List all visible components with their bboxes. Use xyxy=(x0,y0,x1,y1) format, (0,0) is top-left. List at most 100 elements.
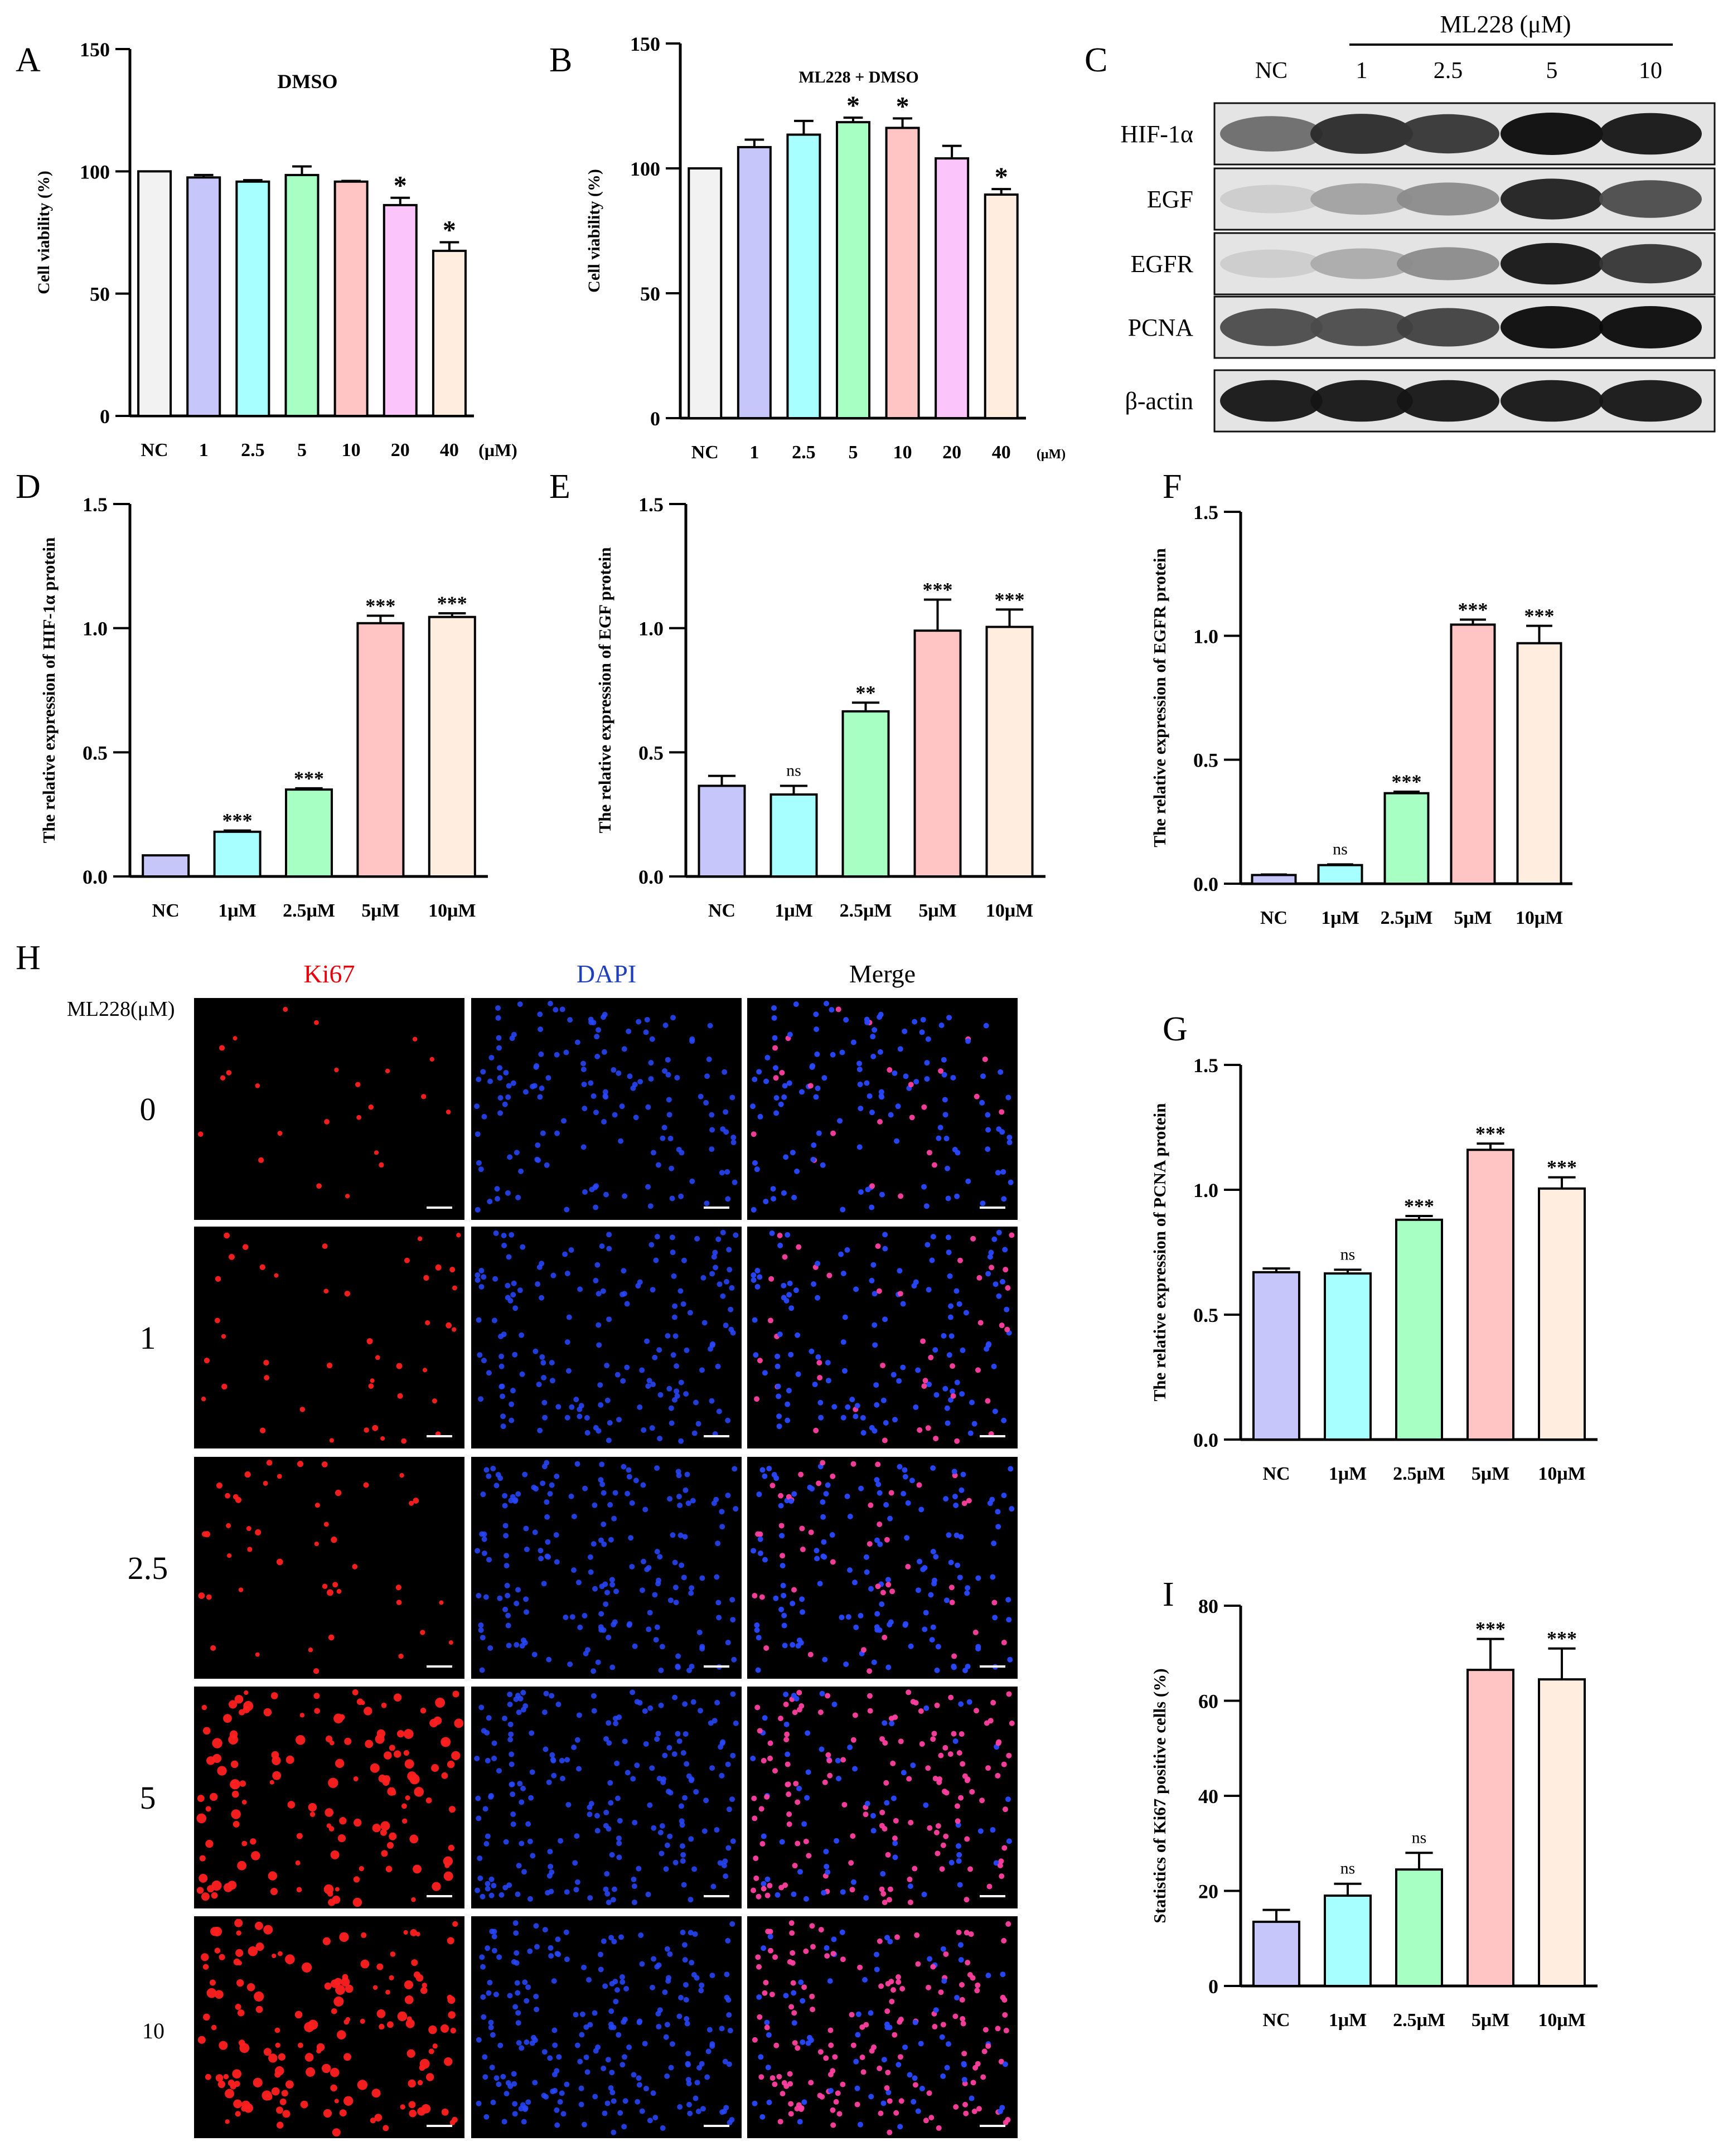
if-cell xyxy=(487,1078,493,1084)
if-cell xyxy=(481,1531,487,1537)
if-cell xyxy=(935,1850,941,1857)
if-cell xyxy=(664,1842,670,1848)
if-cell xyxy=(355,1082,361,1087)
if-cell xyxy=(1005,2117,1011,2123)
if-cell xyxy=(711,1718,718,1724)
if-cell xyxy=(729,1285,735,1291)
if-cell xyxy=(887,1939,893,1945)
if-cell xyxy=(205,2073,211,2080)
if-cell xyxy=(673,1600,679,1606)
if-cell xyxy=(800,1546,806,1552)
if-cell xyxy=(694,1236,700,1242)
if-cell xyxy=(578,2101,584,2107)
if-cell xyxy=(583,2055,589,2061)
x-tick-label: 10μM xyxy=(1538,1464,1585,1484)
if-cell xyxy=(950,1074,956,1081)
if-cell xyxy=(433,1716,442,1725)
if-cell xyxy=(219,1954,225,1960)
if-cell xyxy=(490,2099,496,2105)
if-cell xyxy=(584,1414,590,1421)
if-cell xyxy=(644,1338,650,1344)
if-cell xyxy=(936,1135,942,1141)
if-cell xyxy=(985,1765,991,1771)
if-cell xyxy=(639,1587,645,1593)
if-cell xyxy=(490,1466,496,1472)
if-cell xyxy=(503,1070,509,1076)
if-cell xyxy=(372,1425,379,1431)
if-cell xyxy=(781,1622,787,1629)
if-cell xyxy=(874,1611,880,1617)
if-cell xyxy=(725,1196,731,1202)
if-cell xyxy=(480,1994,486,2000)
x-tick-label: NC xyxy=(1262,2010,1290,2031)
if-cell xyxy=(404,1257,410,1263)
if-cell xyxy=(786,1080,792,1086)
if-cell xyxy=(854,1403,860,1409)
if-cell xyxy=(647,1203,654,1209)
bar xyxy=(1252,1271,1300,1441)
if-cell xyxy=(573,1397,579,1403)
if-cell xyxy=(703,1798,709,1804)
y-axis-label: Cell viability (%) xyxy=(35,171,53,294)
if-cell xyxy=(631,1883,637,1889)
y-axis-label: Cell viability (%) xyxy=(585,169,603,293)
if-cell xyxy=(642,1506,648,1513)
if-cell xyxy=(679,1562,685,1568)
if-cell xyxy=(527,1838,533,1844)
if-cell xyxy=(674,1388,680,1394)
if-cell xyxy=(814,1548,820,1554)
if-cell xyxy=(304,2053,314,2062)
if-cell xyxy=(529,1769,535,1775)
if-cell xyxy=(565,1368,572,1374)
if-cell xyxy=(223,1883,233,1892)
if-cell xyxy=(645,1891,651,1897)
if-cell xyxy=(371,2089,381,2098)
if-cell xyxy=(874,1966,880,1973)
if-cell xyxy=(854,2085,860,2091)
if-cell xyxy=(611,1939,617,1945)
if-cell xyxy=(979,1798,985,1804)
if-cell xyxy=(896,1378,902,1384)
if-cell xyxy=(483,1467,490,1473)
if-cell xyxy=(630,1689,636,1695)
if-cell xyxy=(653,1637,659,1643)
if-cell xyxy=(688,1897,694,1903)
if-cell xyxy=(589,1186,595,1193)
if-cell xyxy=(678,1803,684,1809)
x-tick-label: NC xyxy=(691,442,719,463)
if-cell xyxy=(845,1404,851,1410)
if-cell xyxy=(719,1509,725,1515)
if-cell xyxy=(952,1738,959,1745)
if-cell xyxy=(487,1645,493,1651)
if-cell xyxy=(907,2072,913,2078)
if-cell xyxy=(900,1301,906,1307)
if-cell xyxy=(446,1322,452,1329)
if-cell xyxy=(255,2005,263,2013)
if-cell xyxy=(404,1995,414,2004)
if-cell xyxy=(820,1460,826,1466)
if-cell xyxy=(488,1892,495,1898)
if-cell xyxy=(425,1320,430,1326)
if-cell xyxy=(603,1094,609,1100)
if-cell xyxy=(946,1352,952,1358)
if-cell xyxy=(754,1704,761,1711)
if-cell xyxy=(981,2048,988,2055)
significance-label: *** xyxy=(1524,605,1555,627)
panel-letter-F: F xyxy=(1163,468,1182,506)
if-cell xyxy=(618,1138,624,1144)
if-cell xyxy=(452,2116,458,2123)
if-cell xyxy=(441,2108,449,2116)
if-cell xyxy=(822,1779,828,1785)
if-cell xyxy=(772,1035,778,1041)
if-cell xyxy=(478,1283,485,1290)
if-cell xyxy=(722,1858,728,1864)
if-cell xyxy=(285,2080,294,2089)
wb-band xyxy=(1599,306,1702,348)
if-cell xyxy=(730,1691,736,1697)
if-cell xyxy=(882,1634,888,1640)
if-cell xyxy=(906,1776,912,1782)
if-cell xyxy=(198,1592,205,1599)
if-cell xyxy=(869,1277,875,1283)
if-cell xyxy=(237,1960,242,1966)
if-cell xyxy=(354,1818,362,1827)
